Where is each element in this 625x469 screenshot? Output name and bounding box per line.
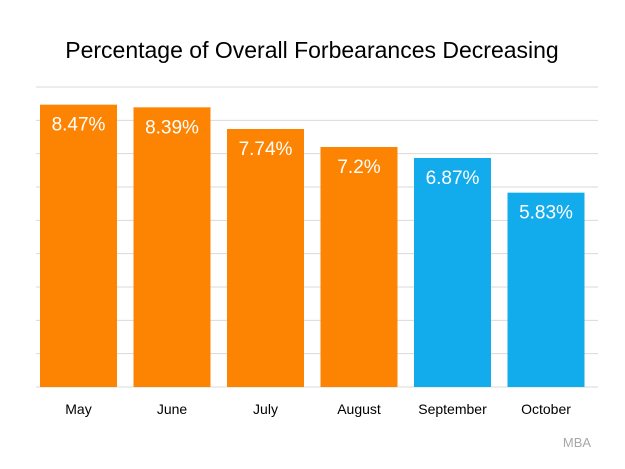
category-label-june: June (157, 401, 188, 417)
data-label-september: 6.87% (426, 168, 480, 189)
category-label-october: October (521, 401, 571, 417)
data-label-july: 7.74% (239, 139, 293, 160)
data-label-june: 8.39% (145, 117, 199, 138)
chart-title: Percentage of Overall Forbearances Decre… (65, 37, 558, 63)
data-label-october: 5.83% (519, 203, 573, 224)
bar-september (414, 158, 491, 387)
category-label-august: August (337, 401, 381, 417)
data-labels: 8.47% 8.39% 7.74% 7.2% 6.87% 5.83% (52, 115, 573, 224)
bar-october (507, 192, 585, 387)
data-label-august: 7.2% (337, 157, 380, 178)
bars (40, 104, 585, 388)
bar-may (40, 104, 117, 388)
category-label-september: September (418, 401, 487, 417)
gridlines (36, 86, 598, 388)
category-label-may: May (65, 401, 91, 417)
category-labels: May June July August September October (65, 401, 571, 417)
bar-june (133, 107, 211, 387)
source-label: MBA (563, 435, 592, 450)
data-label-may: 8.47% (52, 115, 106, 136)
category-label-july: July (253, 401, 278, 417)
bar-july (227, 129, 304, 387)
bar-august (320, 147, 398, 387)
